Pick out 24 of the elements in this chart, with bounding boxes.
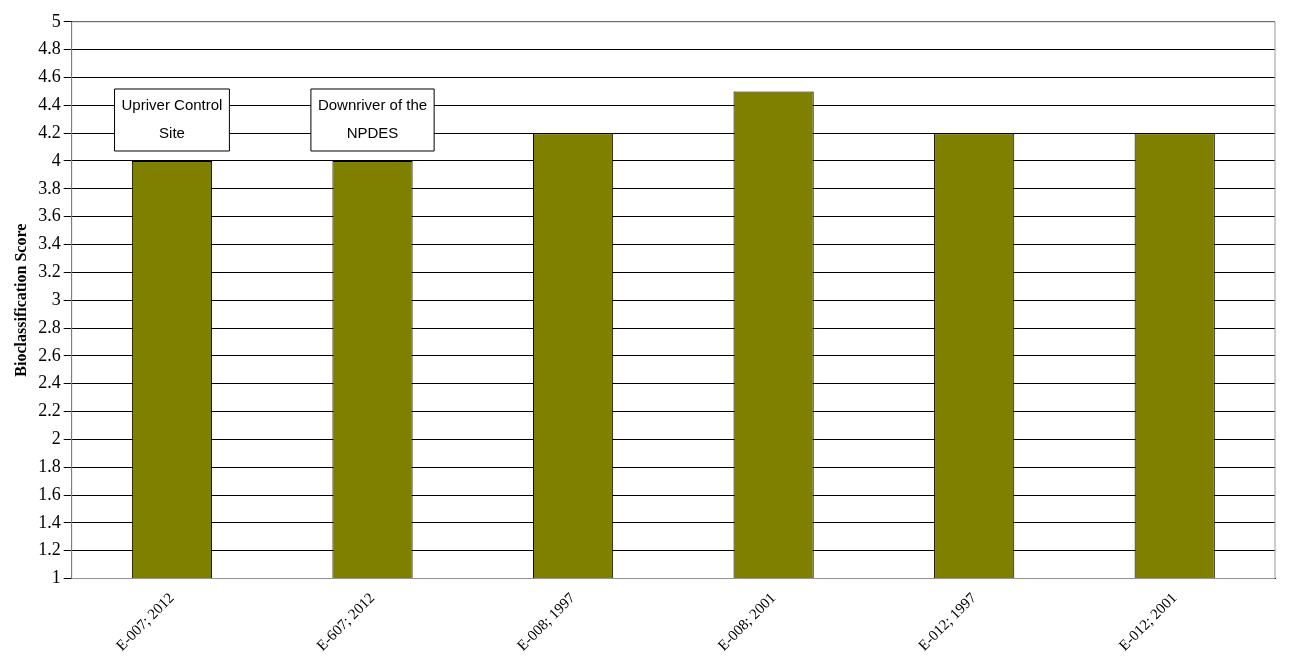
y-tick-label: 3.8 [38,177,61,198]
y-tick-label: 5 [51,10,61,31]
y-tick-label: 1.6 [38,483,61,504]
y-tick-label: 1.2 [38,539,61,560]
y-tick-label: 4.4 [38,94,61,115]
y-tick-label: 2.6 [38,344,61,365]
y-tick-label: 4 [51,149,61,170]
y-tick-label: 1.8 [38,455,61,476]
y-tick-label: 4.2 [38,121,61,142]
y-tick-label: 4.8 [38,38,61,59]
y-tick-label: 3 [51,288,61,309]
y-tick-label: 3.2 [38,261,61,282]
annotation: Downriver of the NPDES [317,96,428,142]
y-tick-label: 2.4 [38,372,61,393]
y-tick-label: 3.4 [38,233,61,254]
y-tick-label: 2 [51,428,61,449]
annotation: Upriver Control Site [121,96,223,142]
y-tick-label: 2.2 [38,400,61,421]
y-tick-label: 1 [51,567,61,588]
y-tick-label: 1.4 [38,511,61,532]
y-tick-label: 2.8 [38,316,61,337]
y-tick-label: 4.6 [38,66,61,87]
y-axis-title: Bioclassification Score [11,223,29,377]
y-tick-label: 3.6 [38,205,61,226]
